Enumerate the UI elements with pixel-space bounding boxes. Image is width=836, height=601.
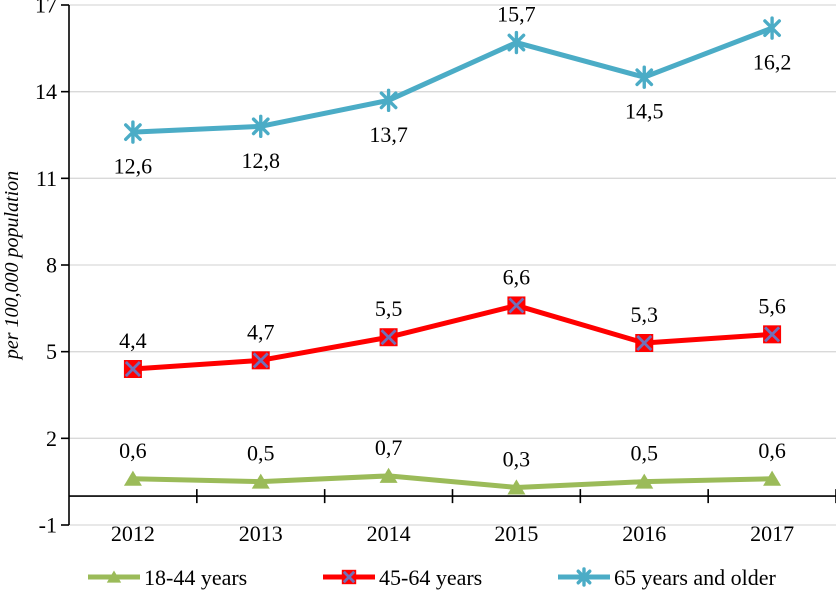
data-label: 0,7	[375, 435, 403, 460]
asterisk-marker	[763, 16, 781, 40]
asterisk-marker	[379, 88, 398, 113]
x-tick-label: 2016	[622, 521, 666, 546]
y-tick-label: 2	[46, 426, 57, 451]
legend: 18-44 years 45-64 years 65 years and older	[88, 565, 777, 590]
data-label: 5,3	[631, 302, 659, 327]
y-tick-label: 17	[35, 0, 57, 18]
triangle-marker	[251, 473, 270, 489]
y-tick-label: 8	[46, 253, 57, 278]
asterisk-marker	[124, 120, 142, 144]
x-tick-label: 2017	[750, 521, 794, 546]
y-axis-title: per 100,000 population	[1, 171, 23, 361]
legend-item-65-years-and-older: 65 years and older	[558, 565, 777, 590]
asterisk-marker	[251, 114, 270, 139]
triangle-marker	[507, 479, 526, 495]
data-label: 4,4	[119, 328, 147, 353]
marker-x-glyph	[342, 570, 356, 584]
asterisk-marker	[635, 65, 654, 89]
data-label: 15,7	[497, 2, 536, 27]
x-tick-label: 2012	[111, 521, 155, 546]
x-tick-label: 2015	[494, 521, 538, 546]
triangle-marker	[379, 467, 398, 483]
data-labels: 0,6 0,5 0,7 0,3 0,5 0,6 4,4 4,7 5,5 6,6 5,3 5,6 12,6…	[114, 2, 792, 472]
legend-label: 18-44 years	[144, 565, 247, 590]
marker-x-glyph	[252, 352, 269, 369]
data-label: 13,7	[369, 122, 408, 147]
gridlines	[69, 4, 836, 526]
asterisk-marker	[507, 30, 526, 55]
data-label: 16,2	[753, 50, 792, 75]
data-label: 0,6	[758, 438, 786, 463]
data-label: 12,8	[242, 148, 281, 173]
marker-x-glyph	[508, 297, 525, 314]
data-label: 0,6	[119, 438, 147, 463]
marker-x-glyph	[764, 326, 781, 343]
legend-item-18-44-years: 18-44 years	[88, 565, 247, 590]
asterisk-marker	[576, 567, 592, 587]
data-label: 5,6	[758, 293, 786, 318]
marker-x-glyph	[124, 361, 141, 377]
marker-x-glyph	[380, 329, 397, 346]
x-tick-label: 2013	[239, 521, 283, 546]
data-label: 4,7	[247, 319, 275, 344]
triangle-marker	[106, 570, 122, 583]
marker-x-glyph	[636, 335, 653, 351]
data-label: 0,3	[503, 446, 531, 471]
data-label: 5,5	[375, 296, 403, 321]
legend-label: 45-64 years	[379, 565, 482, 590]
data-label: 14,5	[625, 99, 664, 124]
x-tick-label: 2014	[367, 521, 411, 546]
y-tick-label: 14	[35, 79, 57, 104]
y-tick-label: -1	[39, 513, 57, 538]
triangle-marker	[635, 473, 654, 489]
series-line-18-44-years	[132, 473, 773, 490]
data-label: 6,6	[503, 264, 531, 289]
data-label: 12,6	[114, 154, 153, 179]
data-label: 0,5	[631, 441, 659, 466]
series-line-45-64-years	[132, 302, 773, 372]
axes: -1 2 5 8 11 14 17 2012 2013 2014 2015 2016 2017	[35, 0, 836, 546]
data-label: 0,5	[247, 441, 275, 466]
series-line-65-years-and-older	[132, 25, 773, 135]
y-tick-label: 5	[46, 339, 57, 364]
triangle-marker	[123, 470, 142, 486]
series	[123, 16, 782, 495]
triangle-marker	[763, 470, 782, 486]
y-tick-label: 11	[36, 166, 57, 191]
legend-label: 65 years and older	[614, 565, 777, 590]
legend-item-45-64-years: 45-64 years	[323, 565, 482, 590]
